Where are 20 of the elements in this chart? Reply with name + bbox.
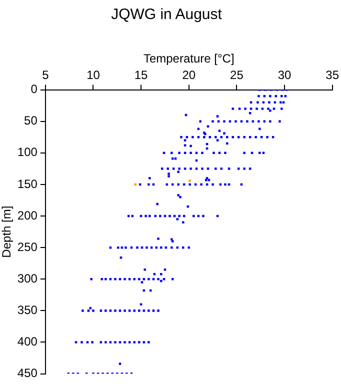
- y-tick-label: 350: [17, 303, 38, 317]
- x-tick-label: 35: [326, 68, 340, 82]
- y-tick-label: 250: [17, 240, 38, 254]
- y-tick-label: 0: [30, 82, 38, 96]
- chart-title: JQWG in August: [111, 6, 223, 24]
- y-tick-label: 150: [17, 176, 38, 191]
- y-tick-label: 400: [17, 334, 38, 349]
- x-tick-label: 30: [278, 68, 292, 82]
- y-tick-label: 200: [17, 208, 38, 222]
- y-tick-label: 100: [17, 145, 38, 160]
- x-tick-label: 20: [182, 68, 196, 82]
- y-tick-label: 300: [17, 271, 38, 286]
- y-axis-title: Depth [m]: [0, 206, 14, 258]
- x-tick-label: 10: [86, 68, 100, 82]
- x-tick-label: 25: [230, 68, 244, 82]
- x-axis-title: Temperature [°C]: [143, 52, 234, 66]
- y-tick-label: 450: [17, 366, 38, 380]
- x-tick-label: 15: [134, 68, 148, 82]
- y-tick-label: 50: [24, 114, 38, 128]
- x-tick-label: 5: [42, 68, 50, 82]
